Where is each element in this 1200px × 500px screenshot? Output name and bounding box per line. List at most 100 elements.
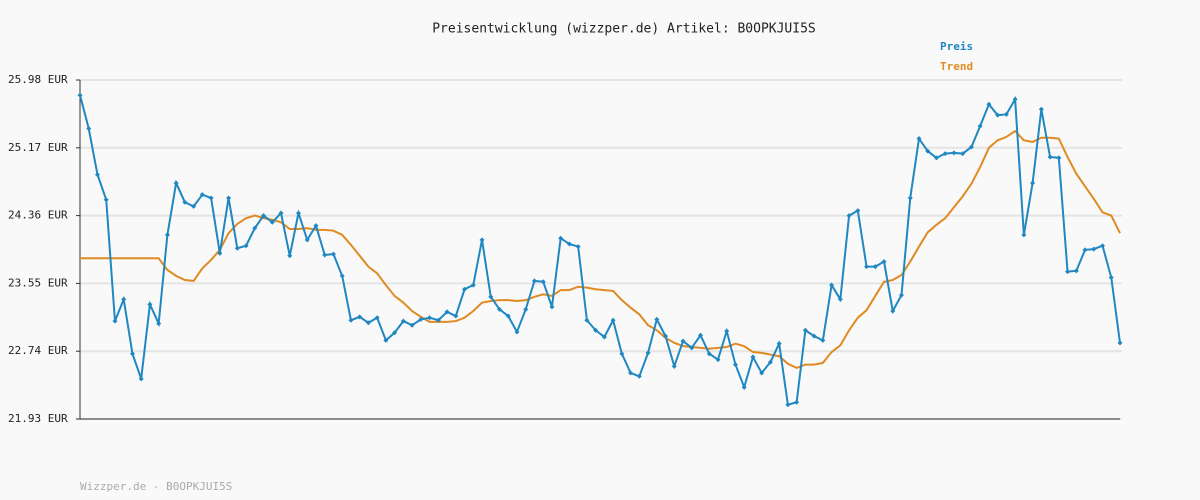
point (444, 309, 450, 315)
point (663, 333, 669, 339)
chart-title: Preisentwicklung (wizzper.de) Artikel: B… (432, 22, 816, 37)
point (1108, 275, 1114, 281)
y-tick-label: 25.98 EUR (8, 73, 68, 86)
point (383, 337, 389, 343)
point (269, 219, 275, 225)
point (977, 123, 983, 129)
point (872, 264, 878, 270)
point (794, 399, 800, 405)
point (741, 384, 747, 390)
point (409, 322, 415, 328)
y-tick-label: 25.17 EUR (8, 141, 68, 154)
point (322, 252, 328, 258)
point (724, 328, 730, 334)
point (191, 203, 197, 209)
point (392, 330, 398, 336)
point (295, 210, 301, 216)
point (365, 320, 371, 326)
point (759, 370, 765, 376)
point (628, 370, 634, 376)
point (531, 278, 537, 284)
point (103, 197, 109, 203)
point (986, 101, 992, 107)
point (715, 357, 721, 363)
point (645, 350, 651, 356)
point (776, 341, 782, 347)
point (523, 306, 529, 312)
footer: Wizzper.de - B0OPKJUI5S (80, 480, 232, 493)
point (1012, 96, 1018, 102)
point (226, 195, 232, 201)
point (147, 301, 153, 307)
point (1073, 268, 1079, 274)
point (453, 313, 459, 319)
point (479, 237, 485, 243)
y-tick-label: 22.74 EUR (8, 344, 68, 357)
point (330, 251, 336, 257)
point (164, 232, 170, 238)
point (855, 208, 861, 214)
point (1003, 111, 1009, 117)
point (890, 308, 896, 314)
point (156, 321, 162, 327)
point (77, 92, 83, 98)
point (217, 250, 223, 256)
point (208, 195, 214, 201)
point (916, 136, 922, 142)
point (907, 195, 913, 201)
point (671, 363, 677, 369)
point (1091, 246, 1097, 252)
point (112, 318, 118, 324)
point (925, 148, 931, 154)
y-tick-label: 23.55 EUR (8, 276, 68, 289)
point (689, 345, 695, 351)
point (278, 210, 284, 216)
point (593, 327, 599, 333)
point (1038, 106, 1044, 112)
point (811, 333, 817, 339)
point (829, 282, 835, 288)
point (680, 338, 686, 344)
point (1100, 243, 1106, 249)
point (287, 253, 293, 259)
point (1056, 155, 1062, 161)
point (129, 351, 135, 357)
point (566, 241, 572, 247)
point (802, 327, 808, 333)
point (864, 264, 870, 270)
point (243, 243, 249, 249)
point (505, 313, 511, 319)
point (1047, 154, 1053, 160)
point (400, 318, 406, 324)
legend-label: Trend (940, 60, 973, 73)
point (435, 317, 441, 323)
point (496, 306, 502, 312)
point (261, 213, 267, 219)
y-tick-label: 21.93 EUR (8, 412, 68, 425)
point (575, 244, 581, 250)
point (313, 223, 319, 229)
point (1030, 180, 1036, 186)
point (619, 351, 625, 357)
point (899, 292, 905, 298)
point (654, 316, 660, 322)
point (182, 199, 188, 205)
point (995, 112, 1001, 118)
point (584, 317, 590, 323)
series-line (80, 129, 1121, 370)
point (173, 180, 179, 186)
point (488, 294, 494, 300)
y-tick-label: 24.36 EUR (8, 209, 68, 222)
point (706, 351, 712, 357)
point (732, 362, 738, 368)
point (881, 259, 887, 265)
point (820, 337, 826, 343)
point (698, 332, 704, 338)
point (933, 155, 939, 161)
point (339, 273, 345, 279)
point (601, 334, 607, 340)
point (234, 245, 240, 251)
point (558, 235, 564, 241)
